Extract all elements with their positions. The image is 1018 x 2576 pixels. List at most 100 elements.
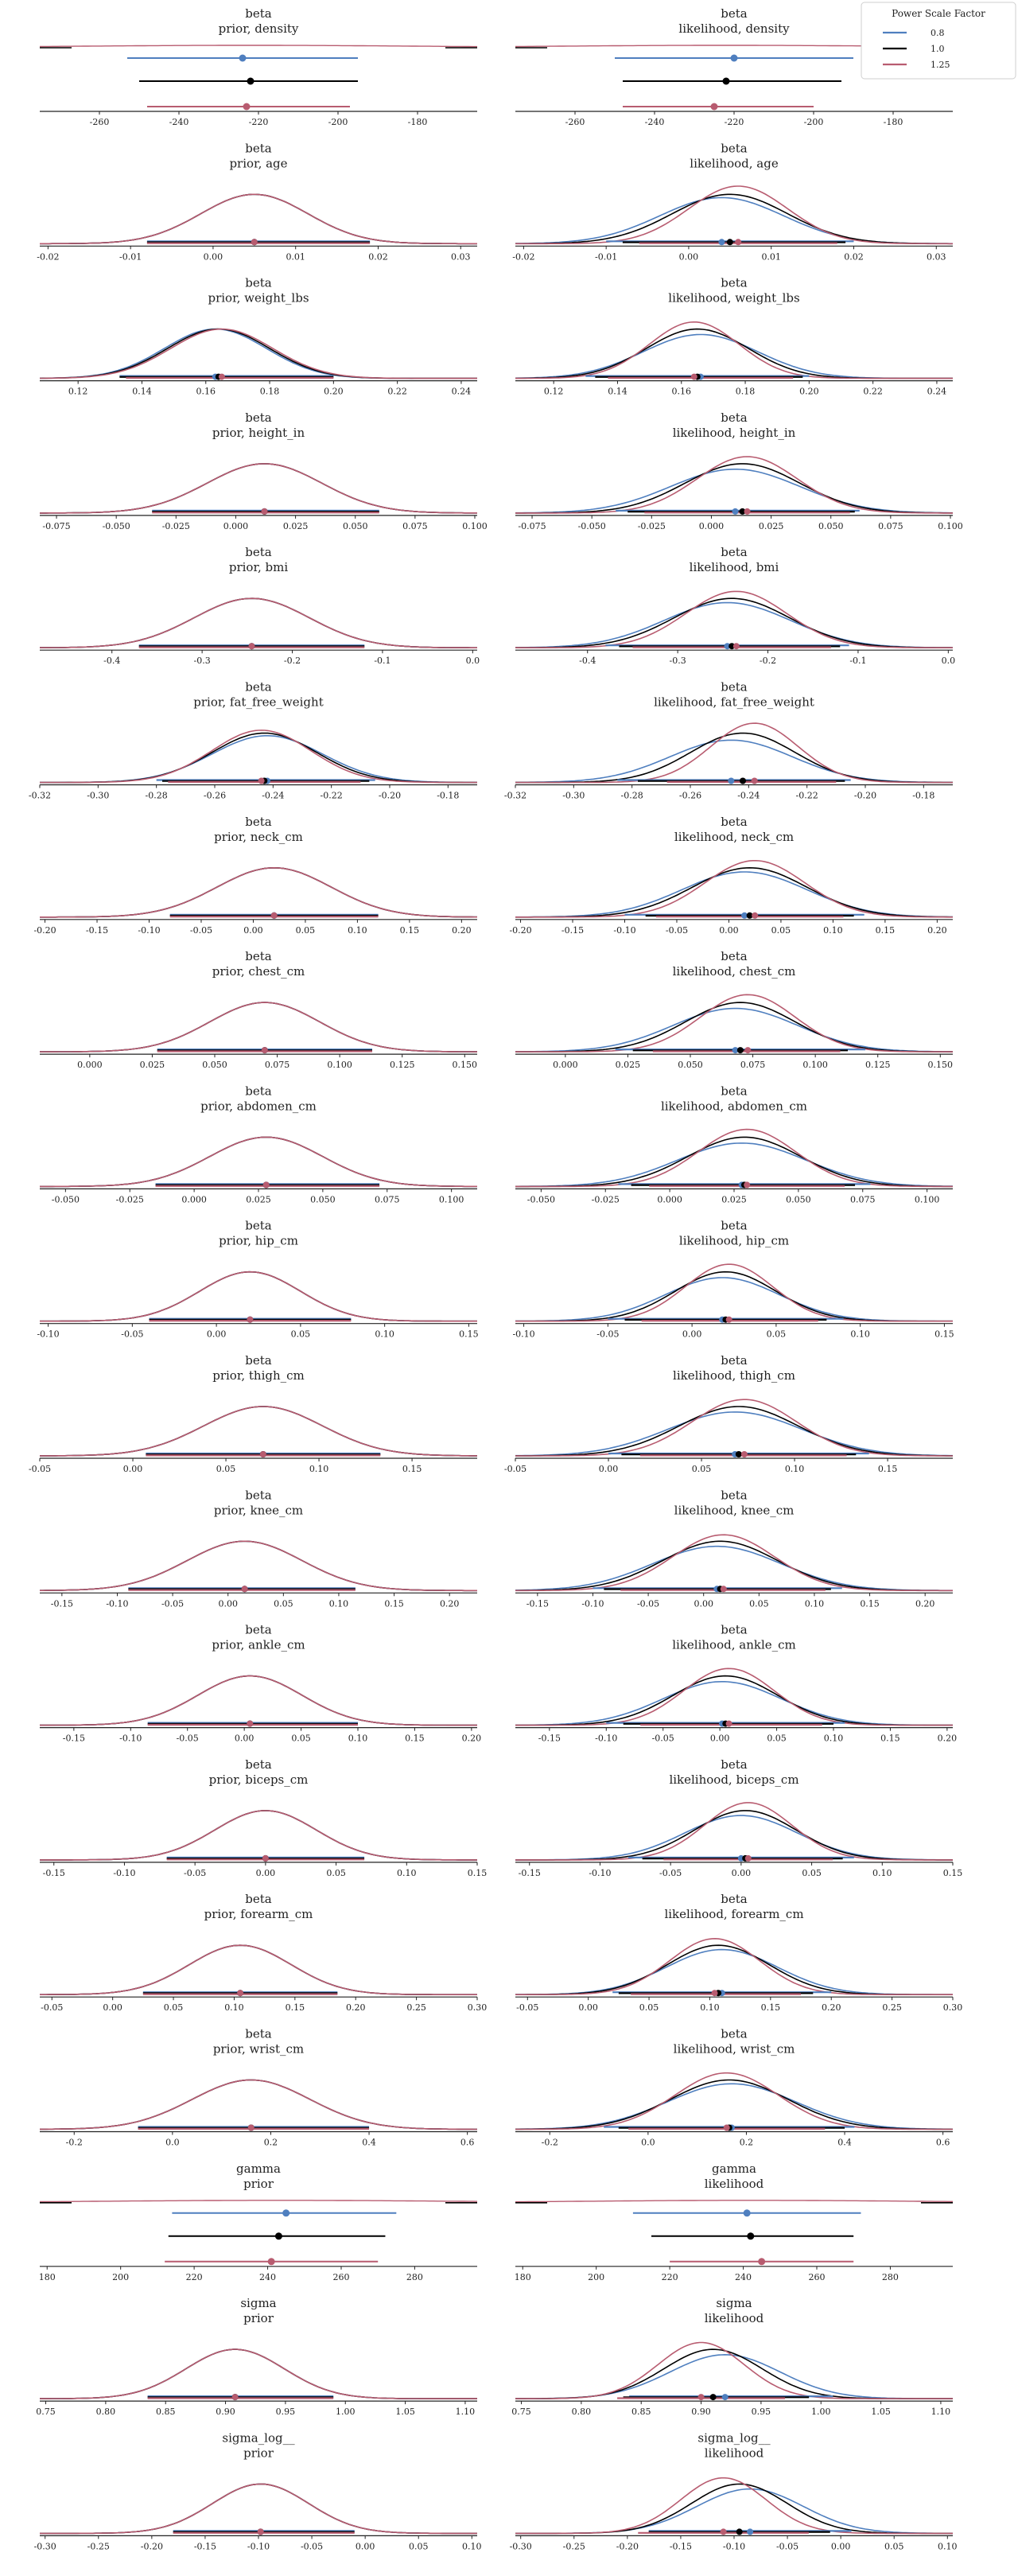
- density-curve-1_25: [40, 730, 477, 784]
- x-tick-label: 240: [735, 2272, 752, 2282]
- x-tick-label: -0.05: [776, 2541, 798, 2551]
- x-tick-label: -0.20: [509, 925, 531, 936]
- x-tick-label: 0.00: [235, 1734, 254, 1744]
- x-tick-label: 0.00: [679, 251, 699, 262]
- panel-title-component: prior, fat_free_weight: [193, 695, 323, 710]
- density-curve-0_8: [40, 735, 478, 784]
- x-tick-label: 0.125: [865, 1060, 891, 1070]
- panel-title-component: likelihood, ankle_cm: [672, 1638, 796, 1652]
- density-curve-1_0: [40, 2483, 477, 2535]
- density-curve-1_0: [515, 1002, 953, 1053]
- mean-point-1_25: [262, 1181, 270, 1189]
- mean-point-0_8: [721, 2394, 729, 2401]
- mean-point-0_8: [718, 239, 725, 246]
- density-curve-1_25: [515, 456, 953, 514]
- x-tick-label: 0.10: [348, 925, 367, 936]
- density-curve-1_25: [515, 860, 953, 918]
- x-tick-label: 0.10: [329, 1598, 349, 1609]
- panel-title-variable: beta: [721, 6, 748, 21]
- panel-title-variable: beta: [245, 276, 272, 290]
- panel-title-component: prior, knee_cm: [214, 1503, 303, 1517]
- x-tick-label: 0.100: [439, 1194, 464, 1204]
- x-tick-label: -0.28: [621, 791, 643, 801]
- mean-point-1_0: [735, 1451, 742, 1457]
- x-tick-label: 0.025: [246, 1194, 271, 1204]
- x-tick-label: 0.18: [736, 387, 756, 397]
- x-tick-label: 200: [588, 2272, 604, 2282]
- x-tick-label: -0.2: [760, 656, 776, 666]
- panel-title-variable: sigma: [716, 2296, 752, 2310]
- x-tick-label: -0.32: [504, 791, 526, 801]
- x-tick-label: -200: [804, 117, 824, 127]
- x-tick-label: 0.24: [927, 387, 947, 397]
- legend: Power Scale Factor 0.8 1.0 1.25: [861, 2, 1016, 80]
- x-tick-label: 1.05: [395, 2407, 415, 2417]
- density-curve-0_8: [515, 1681, 953, 1726]
- panel-37: sigma_log__likelihood -0.30 -0.25 -0.20 -0.1…: [510, 2430, 958, 2551]
- x-tick-label: -0.1: [849, 656, 866, 666]
- x-tick-label: 0.03: [927, 251, 946, 262]
- mean-point-0_8: [730, 54, 738, 62]
- mean-point-1_0: [739, 508, 746, 515]
- x-tick-label: 0.100: [802, 1060, 828, 1070]
- x-tick-label: 0.75: [511, 2407, 531, 2417]
- panel-title-component: prior, thigh_cm: [212, 1368, 305, 1383]
- x-tick-label: 0.00: [256, 1868, 276, 1878]
- x-tick-label: 0.12: [544, 387, 564, 397]
- mean-point-1_0: [736, 1047, 744, 1054]
- x-tick-label: -0.20: [379, 791, 401, 801]
- panel-title-variable: sigma: [240, 2296, 276, 2310]
- mean-point-1_25: [262, 1854, 269, 1862]
- mean-point-1_25: [740, 1451, 748, 1457]
- density-curve-1_25: [40, 1540, 477, 1592]
- mean-point-1_0: [747, 2232, 755, 2240]
- x-tick-label: 0.25: [406, 2002, 426, 2013]
- x-tick-label: -0.05: [177, 1734, 199, 1744]
- x-tick-label: -0.2: [542, 2138, 558, 2148]
- panel-title-variable: gamma: [236, 2162, 281, 2176]
- panel-title-variable: beta: [245, 815, 272, 829]
- panel-title-variable: beta: [721, 276, 748, 290]
- x-tick-label: 0.0: [466, 656, 480, 666]
- x-tick-label: 0.80: [96, 2407, 116, 2417]
- x-tick-label: -0.01: [119, 251, 142, 262]
- legend-label-2: 1.25: [931, 60, 950, 70]
- x-tick-label: -0.05: [190, 925, 212, 936]
- density-curve-0_8: [40, 1944, 477, 1995]
- x-tick-label: 0.000: [657, 1194, 682, 1204]
- x-tick-label: 0.16: [196, 387, 216, 397]
- density-curve-1_0: [40, 1270, 477, 1322]
- x-tick-label: -0.3: [670, 656, 686, 666]
- x-tick-label: 0.15: [860, 1598, 880, 1609]
- x-tick-label: 0.000: [77, 1060, 103, 1070]
- x-tick-label: 0.150: [453, 1060, 478, 1070]
- x-tick-label: -0.1: [374, 656, 390, 666]
- density-curve-0_8: [40, 1810, 477, 1861]
- density-curve-1_25: [515, 1937, 953, 1995]
- x-tick-label: -0.10: [589, 1868, 611, 1878]
- density-curve-0_8: [40, 866, 477, 918]
- panel-title-variable: sigma_log__: [222, 2430, 295, 2445]
- x-tick-label: 0.30: [468, 2002, 488, 2013]
- x-tick-label: -0.075: [42, 521, 70, 531]
- density-curve-1_0: [40, 1002, 477, 1053]
- density-curve-0_8: [515, 1277, 953, 1322]
- mean-point-1_25: [247, 1720, 254, 1727]
- density-curve-0_8: [515, 1545, 953, 1591]
- x-tick-label: -0.05: [184, 1868, 206, 1878]
- panel-title-variable: beta: [721, 1892, 748, 1906]
- panel-title-component: prior, hip_cm: [219, 1234, 298, 1248]
- density-curve-1_25: [515, 321, 953, 379]
- x-tick-label: -0.05: [504, 1464, 526, 1474]
- flat-density-curve: [39, 45, 477, 48]
- x-tick-label: 0.10: [785, 1464, 805, 1474]
